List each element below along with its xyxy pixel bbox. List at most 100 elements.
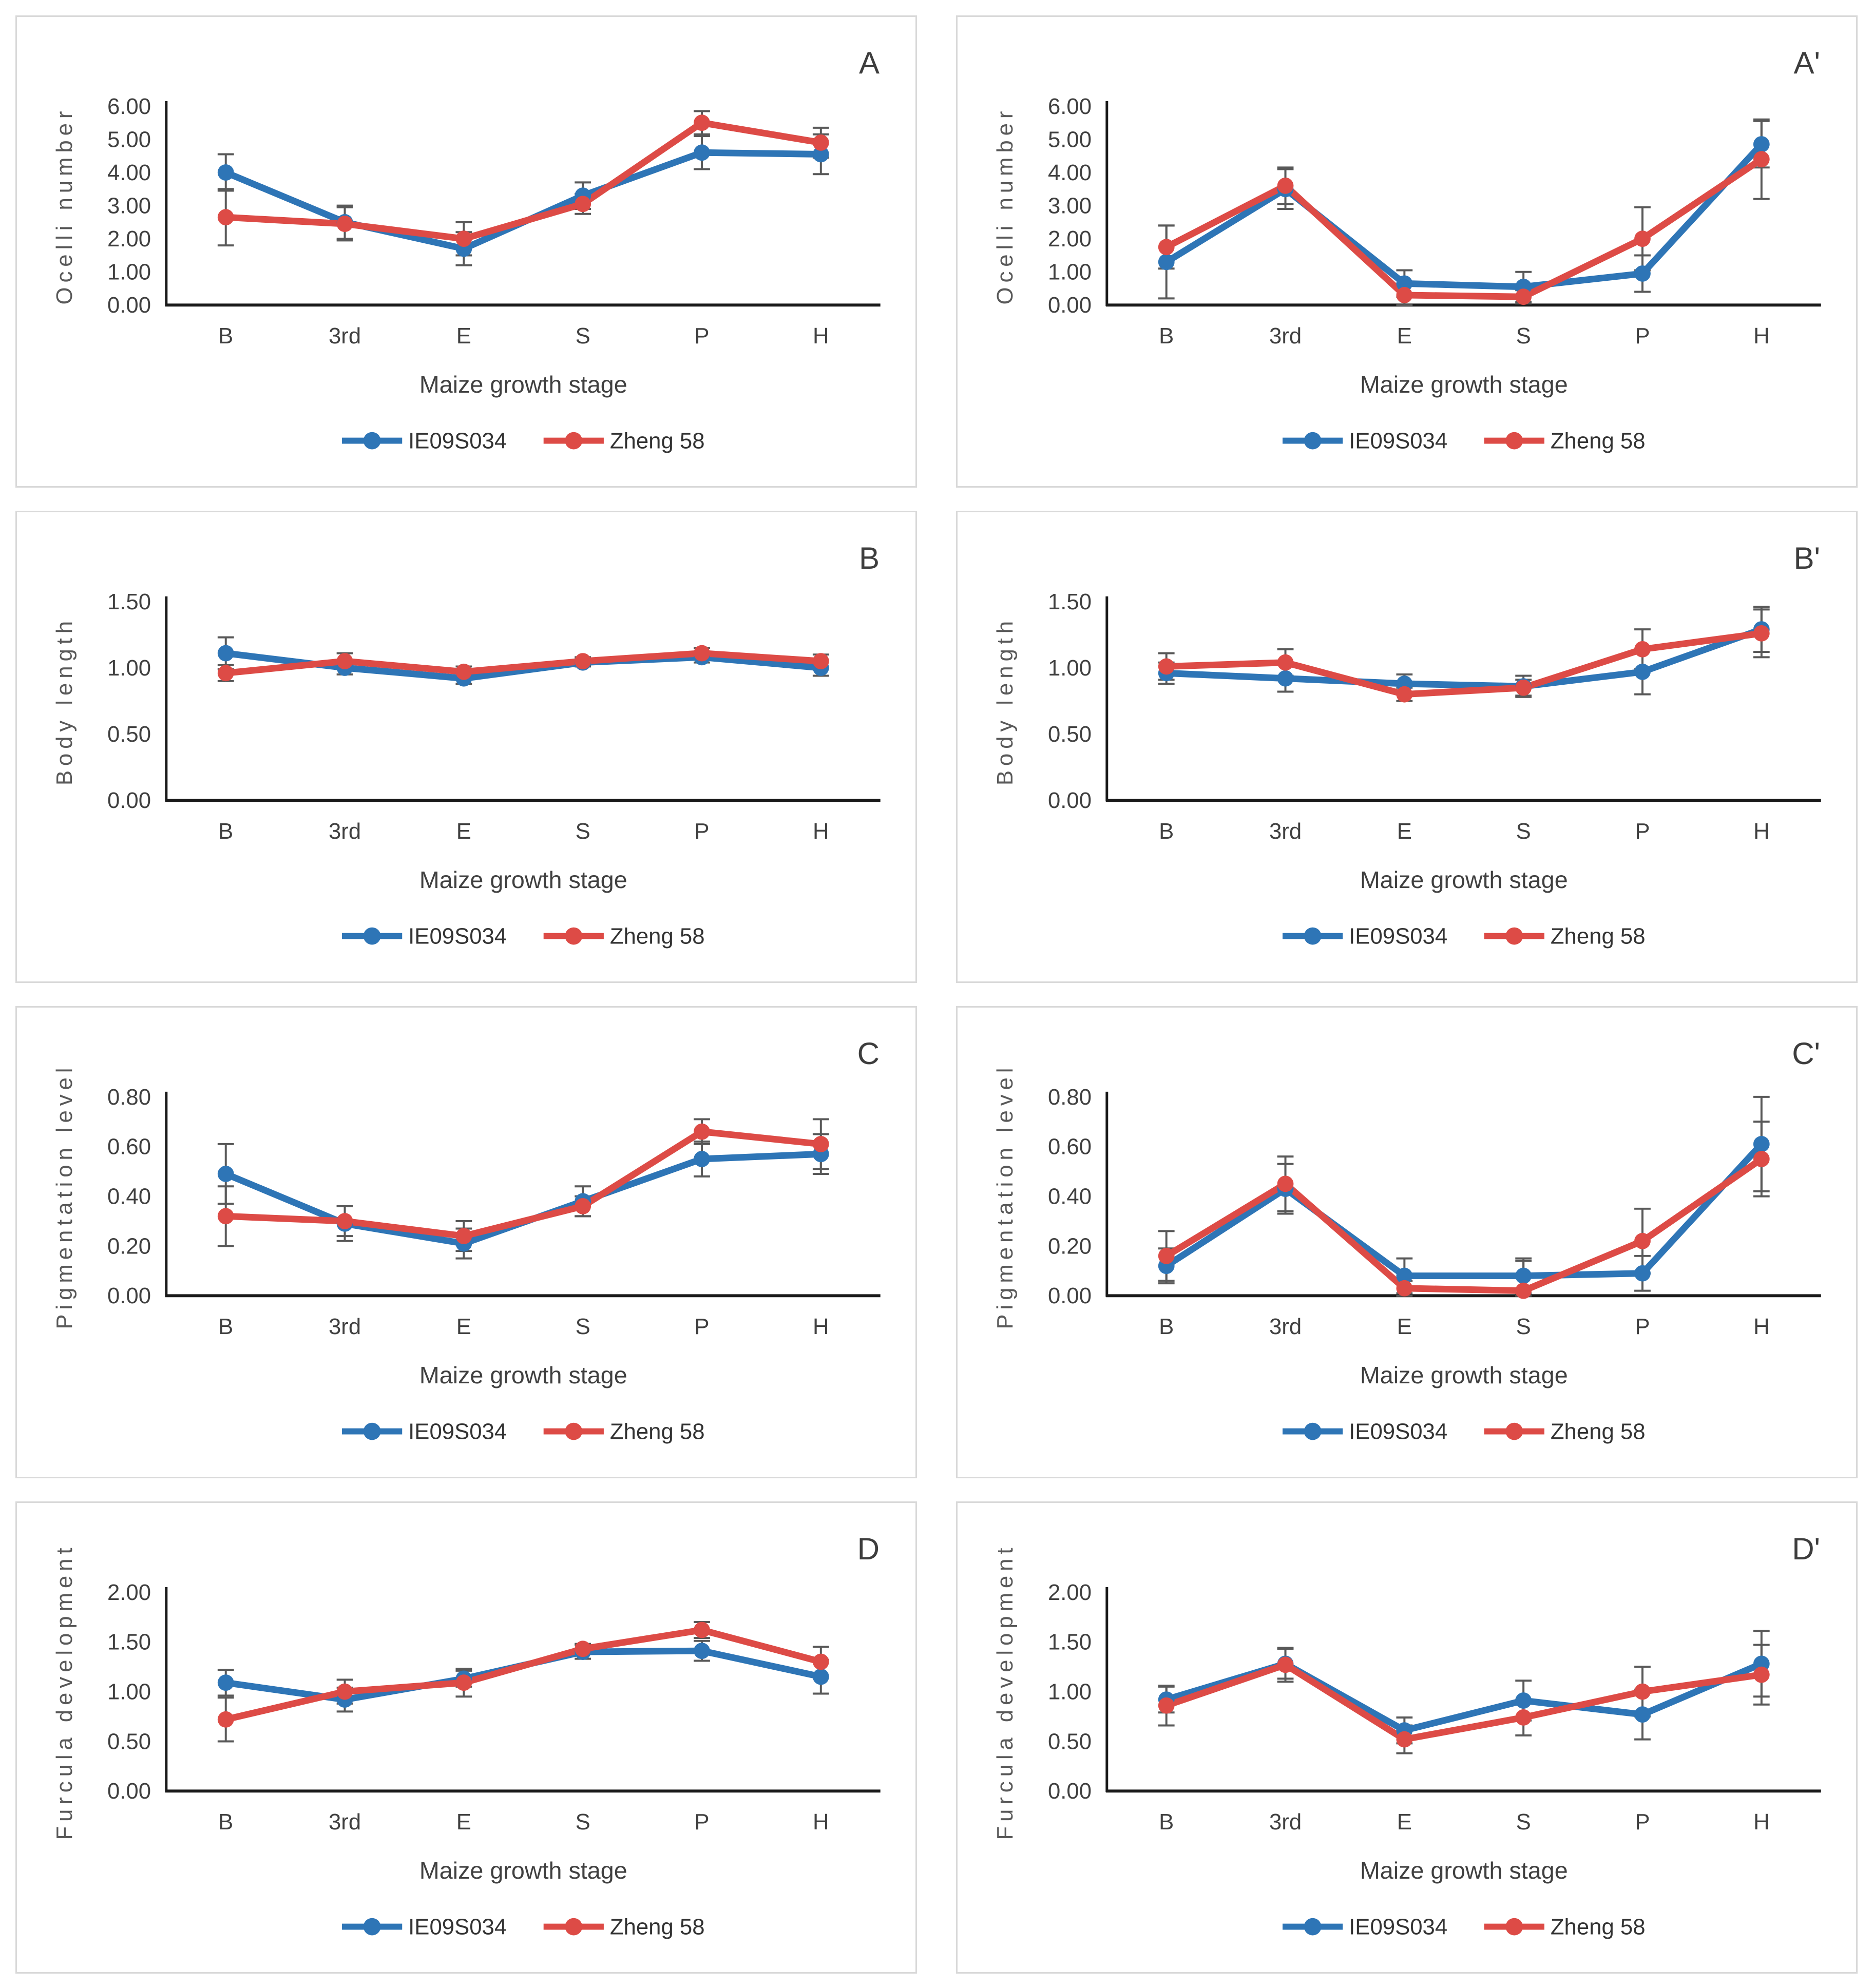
data-point-marker [336, 1213, 353, 1229]
data-point-marker [812, 134, 829, 151]
data-point-marker [694, 144, 710, 161]
legend: IE09S034 Zheng 58 [1283, 923, 1646, 949]
y-tick-label: 5.00 [107, 127, 151, 152]
x-axis-title: Maize growth stage [1360, 866, 1568, 893]
y-tick-label: 6.00 [1048, 94, 1092, 119]
x-tick-label: H [813, 323, 829, 349]
data-point-marker [336, 216, 353, 232]
x-tick-label: E [456, 1809, 471, 1835]
y-tick-label: 0.50 [1048, 722, 1092, 747]
series-line [1163, 156, 1765, 300]
legend-swatch-marker [1505, 432, 1523, 450]
data-point-marker [217, 1208, 234, 1225]
series-line [1163, 630, 1765, 698]
x-tick-label: 3rd [329, 1809, 361, 1835]
legend: IE09S034 Zheng 58 [1283, 428, 1646, 453]
y-axis-title: Furcula development [992, 1543, 1018, 1840]
y-tick-label: 1.00 [1048, 1679, 1092, 1704]
legend-swatch-marker [565, 1918, 583, 1936]
legend-swatch-marker [363, 432, 381, 450]
data-point-marker [694, 1151, 710, 1167]
legend-swatch-marker [1304, 1422, 1322, 1440]
data-point-marker [1634, 641, 1651, 658]
x-tick-label: 3rd [329, 819, 361, 844]
x-tick-label: 3rd [1269, 1809, 1302, 1835]
x-tick-label: B [1159, 323, 1174, 349]
x-tick-label: P [694, 323, 709, 349]
data-point-marker [1277, 670, 1294, 687]
panel-b-prime: B' 0.00 0.50 1.00 1.50 Body length B 3rd E S P H Ma… [956, 511, 1858, 983]
x-tick-label: B [1159, 1809, 1174, 1835]
data-point-marker [217, 645, 234, 662]
y-tick-label: 0.00 [1048, 1283, 1092, 1308]
data-point-marker [694, 114, 710, 131]
series-line [222, 1647, 825, 1703]
data-point-marker [455, 1674, 472, 1691]
y-tick-label: 0.60 [107, 1134, 151, 1160]
legend-label: IE09S034 [408, 1914, 507, 1939]
y-tick-label: 5.00 [1048, 127, 1092, 152]
series-line [222, 119, 825, 242]
x-tick-label: S [1516, 819, 1531, 844]
panel-c: C 0.00 0.20 0.40 0.60 0.80 Pigmentation level… [15, 1006, 917, 1478]
series-line [222, 1128, 825, 1240]
y-tick-label: 4.00 [107, 160, 151, 185]
panel-label-b-prime: B' [1793, 541, 1820, 575]
data-point-marker [1158, 658, 1175, 675]
y-axis-title: Pigmentation level [992, 1064, 1018, 1329]
data-point-marker [812, 1135, 829, 1152]
panel-c-prime: C' 0.00 0.20 0.40 0.60 0.80 Pigmentation leve… [956, 1006, 1858, 1478]
figure-grid: A 0.00 1.00 2.00 3.00 4.00 5.00 6.00 Ocelli num… [15, 15, 1858, 1974]
data-point-marker [1396, 1280, 1413, 1297]
panel-label-c: C [857, 1036, 880, 1071]
series-line [1163, 141, 1765, 291]
legend: IE09S034 Zheng 58 [342, 428, 705, 453]
data-point-marker [455, 230, 472, 247]
x-tick-label: S [576, 323, 590, 349]
data-point-marker [1515, 1709, 1532, 1726]
legend-label: IE09S034 [408, 428, 507, 453]
data-point-marker [1634, 1706, 1651, 1723]
y-tick-label: 3.00 [107, 193, 151, 218]
data-point-marker [1158, 239, 1175, 256]
data-point-marker [217, 1166, 234, 1182]
data-point-marker [1396, 1267, 1413, 1284]
x-tick-label: H [1753, 819, 1770, 844]
data-point-marker [336, 653, 353, 669]
data-point-marker [575, 196, 591, 213]
panel-label-a-prime: A' [1793, 46, 1820, 80]
legend-label: IE09S034 [1349, 923, 1447, 949]
data-point-marker [575, 1640, 591, 1657]
legend-label: IE09S034 [1349, 1419, 1447, 1444]
legend: IE09S034 Zheng 58 [1283, 1914, 1646, 1939]
x-tick-label: H [1753, 323, 1770, 349]
panel-label-a: A [858, 46, 880, 80]
x-tick-label: E [1397, 1809, 1412, 1835]
panel-d-prime: D' 0.00 0.50 1.00 1.50 2.00 Furcula developme… [956, 1501, 1858, 1974]
legend: IE09S034 Zheng 58 [1283, 1419, 1646, 1444]
data-point-marker [217, 665, 234, 682]
x-axis-title: Maize growth stage [419, 1362, 627, 1388]
panel-a: A 0.00 1.00 2.00 3.00 4.00 5.00 6.00 Ocelli num… [15, 15, 917, 488]
legend-swatch-marker [1505, 1422, 1523, 1440]
y-tick-label: 0.20 [107, 1233, 151, 1259]
y-tick-label: 1.50 [1048, 589, 1092, 614]
x-tick-label: 3rd [1269, 819, 1302, 844]
series-line [222, 1627, 825, 1723]
panel-d: D 0.00 0.50 1.00 1.50 2.00 Furcula developmen… [15, 1501, 917, 1974]
data-point-marker [1158, 254, 1175, 271]
data-point-marker [1277, 1656, 1294, 1673]
data-point-marker [1634, 663, 1651, 680]
y-tick-label: 1.00 [107, 260, 151, 285]
legend-label: IE09S034 [408, 1419, 507, 1444]
data-point-marker [1753, 1666, 1770, 1683]
data-point-marker [336, 1683, 353, 1700]
line-chart-c: 0.00 0.20 0.40 0.60 0.80 Pigmentation level B 3… [52, 1064, 881, 1444]
data-point-marker [1396, 287, 1413, 303]
x-axis-title: Maize growth stage [419, 866, 627, 893]
y-axis-title: Body length [52, 616, 77, 785]
legend-swatch-marker [1505, 1918, 1523, 1936]
data-point-marker [1515, 679, 1532, 696]
legend-label: IE09S034 [1349, 428, 1447, 453]
